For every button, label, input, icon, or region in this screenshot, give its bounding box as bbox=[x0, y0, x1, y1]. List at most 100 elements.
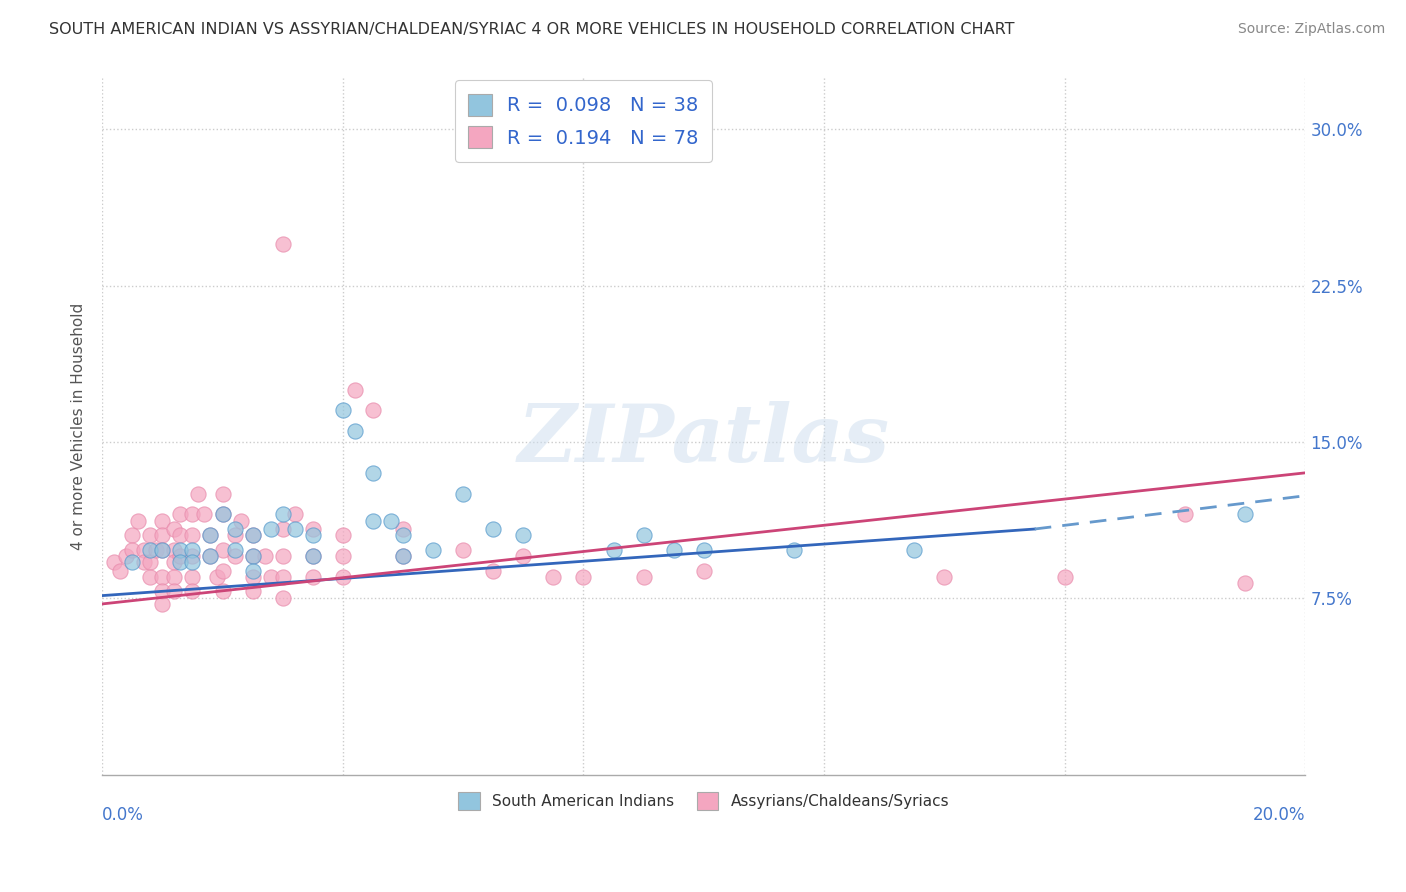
Point bbox=[200, 549, 222, 563]
Text: 0.0%: 0.0% bbox=[103, 806, 143, 824]
Point bbox=[200, 528, 222, 542]
Point bbox=[139, 542, 162, 557]
Point bbox=[181, 549, 204, 563]
Point bbox=[934, 570, 956, 584]
Point bbox=[121, 555, 143, 569]
Point bbox=[181, 555, 204, 569]
Point bbox=[134, 555, 156, 569]
Point bbox=[193, 508, 215, 522]
Point bbox=[115, 549, 138, 563]
Point bbox=[150, 528, 173, 542]
Point bbox=[121, 528, 143, 542]
Point bbox=[139, 570, 162, 584]
Point bbox=[512, 549, 534, 563]
Point bbox=[103, 555, 125, 569]
Point bbox=[512, 528, 534, 542]
Point bbox=[301, 549, 323, 563]
Point bbox=[134, 542, 156, 557]
Text: Source: ZipAtlas.com: Source: ZipAtlas.com bbox=[1237, 22, 1385, 37]
Point bbox=[163, 584, 186, 599]
Y-axis label: 4 or more Vehicles in Household: 4 or more Vehicles in Household bbox=[72, 302, 86, 549]
Point bbox=[451, 542, 474, 557]
Point bbox=[145, 542, 167, 557]
Point bbox=[139, 528, 162, 542]
Point bbox=[260, 570, 283, 584]
Point bbox=[224, 549, 246, 563]
Point bbox=[163, 542, 186, 557]
Point bbox=[181, 508, 204, 522]
Point bbox=[271, 570, 294, 584]
Point bbox=[271, 522, 294, 536]
Point bbox=[572, 570, 595, 584]
Point bbox=[284, 522, 307, 536]
Point bbox=[271, 236, 294, 251]
Point bbox=[211, 508, 233, 522]
Point bbox=[242, 564, 264, 578]
Point bbox=[1234, 508, 1257, 522]
Point bbox=[543, 570, 565, 584]
Point bbox=[332, 549, 354, 563]
Point bbox=[392, 549, 415, 563]
Point bbox=[301, 522, 323, 536]
Point bbox=[110, 564, 132, 578]
Point bbox=[343, 424, 366, 438]
Point bbox=[150, 542, 173, 557]
Point bbox=[783, 542, 806, 557]
Point bbox=[169, 542, 191, 557]
Point bbox=[301, 528, 323, 542]
Point bbox=[169, 549, 191, 563]
Point bbox=[1053, 570, 1076, 584]
Point bbox=[301, 570, 323, 584]
Point bbox=[392, 528, 415, 542]
Point bbox=[422, 542, 444, 557]
Point bbox=[482, 522, 505, 536]
Point bbox=[224, 542, 246, 557]
Point bbox=[693, 564, 716, 578]
Point bbox=[127, 514, 149, 528]
Point bbox=[163, 555, 186, 569]
Point bbox=[163, 522, 186, 536]
Point bbox=[253, 549, 276, 563]
Point bbox=[150, 570, 173, 584]
Text: SOUTH AMERICAN INDIAN VS ASSYRIAN/CHALDEAN/SYRIAC 4 OR MORE VEHICLES IN HOUSEHOL: SOUTH AMERICAN INDIAN VS ASSYRIAN/CHALDE… bbox=[49, 22, 1015, 37]
Point bbox=[169, 528, 191, 542]
Point bbox=[301, 549, 323, 563]
Text: ZIPatlas: ZIPatlas bbox=[517, 401, 890, 479]
Point bbox=[205, 570, 228, 584]
Point bbox=[1174, 508, 1197, 522]
Point bbox=[211, 542, 233, 557]
Point bbox=[150, 597, 173, 611]
Point bbox=[1234, 576, 1257, 591]
Point bbox=[284, 508, 307, 522]
Point bbox=[224, 522, 246, 536]
Point bbox=[271, 549, 294, 563]
Point bbox=[392, 522, 415, 536]
Point bbox=[451, 486, 474, 500]
Point bbox=[139, 555, 162, 569]
Point bbox=[903, 542, 925, 557]
Point bbox=[361, 466, 384, 480]
Point bbox=[187, 486, 209, 500]
Point bbox=[150, 584, 173, 599]
Point bbox=[633, 570, 655, 584]
Point bbox=[200, 549, 222, 563]
Point bbox=[662, 542, 685, 557]
Point bbox=[361, 514, 384, 528]
Point bbox=[482, 564, 505, 578]
Point bbox=[602, 542, 624, 557]
Point bbox=[181, 570, 204, 584]
Point bbox=[211, 486, 233, 500]
Text: 20.0%: 20.0% bbox=[1253, 806, 1305, 824]
Point bbox=[169, 555, 191, 569]
Point bbox=[242, 549, 264, 563]
Point bbox=[392, 549, 415, 563]
Point bbox=[229, 514, 252, 528]
Point bbox=[332, 403, 354, 417]
Point bbox=[693, 542, 716, 557]
Point bbox=[211, 584, 233, 599]
Point bbox=[181, 542, 204, 557]
Point bbox=[242, 528, 264, 542]
Point bbox=[181, 584, 204, 599]
Legend: South American Indians, Assyrians/Chaldeans/Syriacs: South American Indians, Assyrians/Chalde… bbox=[453, 786, 955, 815]
Point bbox=[121, 542, 143, 557]
